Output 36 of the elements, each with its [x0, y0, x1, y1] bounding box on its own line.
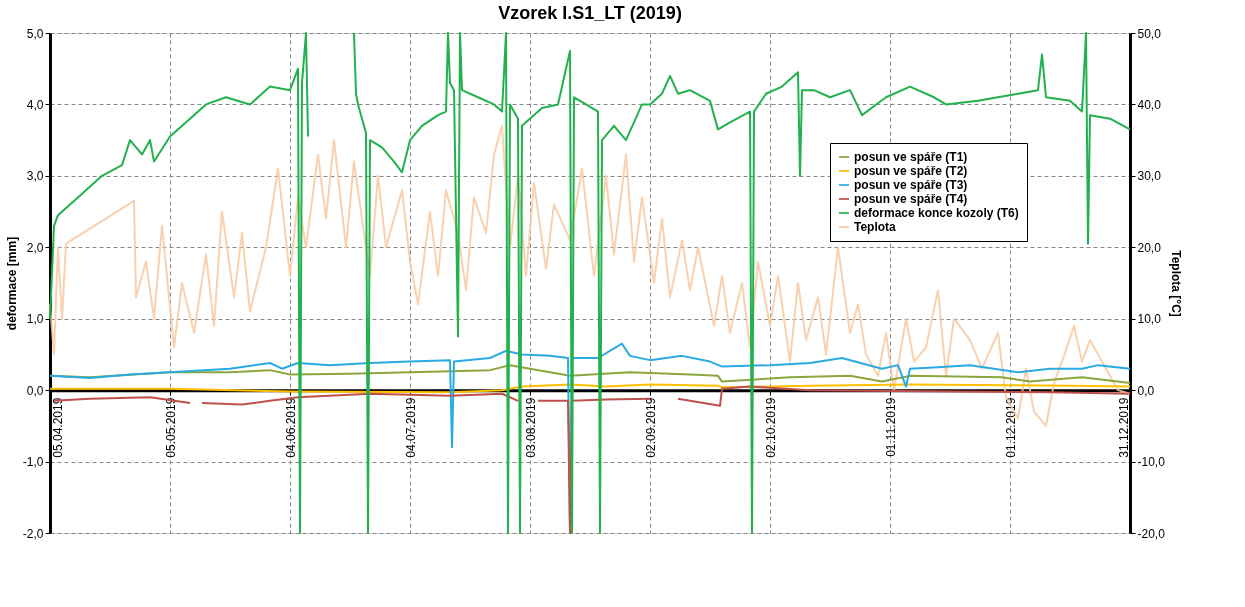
x-tick-label: 04.06.2019 — [283, 397, 298, 458]
y2-tick-label: 40,0 — [1137, 97, 1162, 112]
y-tick-label: 4,0 — [26, 97, 44, 112]
x-tick-label: 03.08.2019 — [523, 397, 538, 458]
legend-label: posun ve spáře (T2) — [854, 164, 968, 178]
x-tick-label: 31.12.2019 — [1116, 397, 1131, 458]
y2-tick-label: -20,0 — [1137, 526, 1166, 541]
y-tick-label: -2,0 — [22, 526, 44, 541]
y2-tick-label: 10,0 — [1137, 312, 1162, 327]
y-tick-label: -1,0 — [22, 455, 44, 470]
y-axis-title: deformace [mm] — [4, 236, 19, 331]
legend-label: deformace konce kozoly (T6) — [854, 206, 1019, 220]
y2-tick-label: 30,0 — [1137, 169, 1162, 184]
y2-tick-label: -10,0 — [1137, 455, 1166, 470]
y-tick-label: 2,0 — [26, 240, 44, 255]
y2-tick-label: 50,0 — [1137, 26, 1162, 41]
y-tick-label: 1,0 — [26, 312, 44, 327]
y-tick-label: 3,0 — [26, 169, 44, 184]
x-tick-label: 05.04.2019 — [50, 397, 65, 458]
legend-label: Teplota — [854, 220, 897, 234]
chart-title: Vzorek I.S1_LT (2019) — [498, 3, 682, 23]
y2-tick-label: 0,0 — [1137, 383, 1155, 398]
legend-label: posun ve spáře (T1) — [854, 150, 968, 164]
x-tick-label: 01.11.2019 — [883, 397, 898, 457]
x-tick-label: 05.05.2019 — [163, 397, 178, 458]
x-tick-label: 04.07.2019 — [403, 397, 418, 458]
y-tick-label: 0,0 — [26, 383, 44, 398]
y-tick-label: 5,0 — [26, 26, 44, 41]
legend-label: posun ve spáře (T3) — [854, 178, 968, 192]
y2-axis-title: Teplota [°C] — [1168, 250, 1183, 317]
line-series — [49, 383, 1131, 394]
x-tick-label: 02.09.2019 — [643, 397, 658, 458]
x-tick-label: 02.10.2019 — [763, 397, 778, 458]
y2-tick-label: 20,0 — [1137, 240, 1162, 255]
legend-label: posun ve spáře (T4) — [854, 192, 968, 206]
x-tick-label: 01.12.2019 — [1003, 397, 1018, 458]
